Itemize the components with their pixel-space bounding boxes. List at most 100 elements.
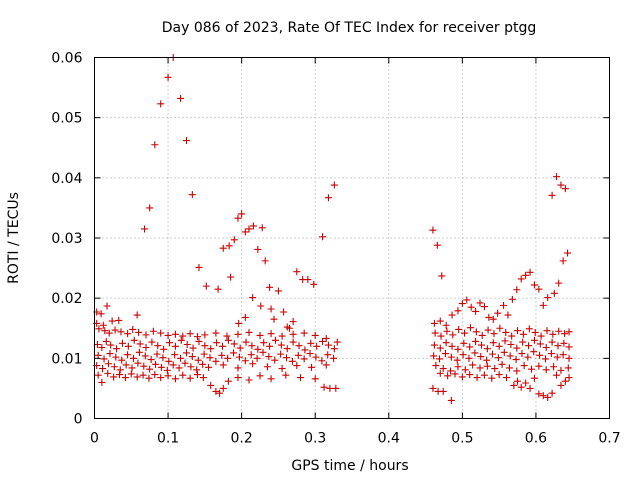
data-point	[430, 319, 438, 327]
data-point	[188, 191, 196, 199]
data-point	[430, 352, 438, 360]
data-point	[214, 285, 222, 293]
chart-title: Day 086 of 2023, Rate Of TEC Index for r…	[162, 20, 537, 36]
data-point	[436, 369, 444, 377]
data-point	[249, 222, 257, 230]
data-point	[312, 353, 320, 361]
data-point	[542, 366, 550, 374]
data-point	[260, 339, 268, 347]
data-point	[182, 349, 190, 357]
data-point	[135, 348, 143, 356]
data-point	[205, 363, 213, 371]
data-point	[458, 300, 466, 308]
data-point	[219, 384, 227, 392]
data-point	[311, 375, 319, 383]
data-point	[207, 345, 215, 353]
data-point	[306, 350, 314, 358]
data-point	[270, 315, 278, 323]
data-point	[526, 384, 534, 392]
data-point	[517, 275, 525, 283]
data-point	[557, 366, 565, 374]
data-point	[489, 350, 497, 358]
data-point	[557, 381, 565, 389]
data-point	[459, 351, 467, 359]
data-point	[565, 354, 573, 362]
data-point	[565, 343, 573, 351]
data-point	[111, 326, 119, 334]
data-point	[122, 361, 130, 369]
y-tick-label: 0.03	[51, 231, 82, 247]
data-point	[104, 360, 112, 368]
data-point	[124, 342, 132, 350]
data-point	[442, 321, 450, 329]
data-point	[230, 236, 238, 244]
data-point	[116, 371, 124, 379]
data-point	[195, 337, 203, 345]
data-point	[508, 295, 516, 303]
data-point	[431, 329, 439, 337]
data-point	[513, 344, 521, 352]
data-point	[219, 361, 227, 369]
data-point	[95, 325, 103, 333]
data-point	[550, 363, 558, 371]
data-point	[461, 366, 469, 374]
data-point	[472, 337, 480, 345]
data-point	[310, 280, 318, 288]
data-point	[93, 340, 101, 348]
data-point	[472, 307, 480, 315]
data-point	[467, 303, 475, 311]
data-point	[525, 325, 533, 333]
data-point	[201, 331, 209, 339]
data-point	[230, 340, 238, 348]
data-point	[245, 328, 253, 336]
data-point	[293, 268, 301, 276]
data-point	[454, 345, 462, 353]
data-point	[249, 294, 257, 302]
data-point	[500, 348, 508, 356]
data-point	[289, 330, 297, 338]
data-point	[565, 328, 573, 336]
data-point	[472, 328, 480, 336]
data-point	[480, 303, 488, 311]
data-point	[100, 355, 108, 363]
data-point	[277, 341, 285, 349]
data-point	[526, 268, 534, 276]
data-point	[454, 363, 462, 371]
data-point	[508, 332, 516, 340]
data-point	[245, 376, 253, 384]
data-point	[512, 356, 520, 364]
data-point	[505, 364, 513, 372]
data-point	[280, 308, 288, 316]
data-point	[193, 366, 201, 374]
data-point	[97, 310, 105, 318]
data-point	[261, 257, 269, 265]
data-point	[522, 271, 530, 279]
data-point	[224, 377, 232, 385]
data-point	[311, 331, 319, 339]
data-point	[140, 362, 148, 370]
data-point	[258, 224, 266, 232]
data-point	[159, 354, 167, 362]
data-point	[245, 225, 253, 233]
data-point	[559, 351, 567, 359]
x-tick-label: 0.1	[157, 431, 179, 447]
data-point	[550, 289, 558, 297]
data-point	[429, 384, 437, 392]
data-point	[200, 350, 208, 358]
data-point	[171, 330, 179, 338]
data-point	[153, 350, 161, 358]
data-point	[313, 342, 321, 350]
data-point	[179, 371, 187, 379]
data-point	[451, 370, 459, 378]
data-point	[169, 361, 177, 369]
data-point	[458, 373, 466, 381]
data-point	[104, 369, 112, 377]
data-point	[555, 279, 563, 287]
data-point	[513, 286, 521, 294]
data-point	[301, 346, 309, 354]
data-point	[531, 328, 539, 336]
data-point	[530, 336, 538, 344]
data-point	[107, 341, 115, 349]
data-point	[441, 350, 449, 358]
data-point	[477, 353, 485, 361]
